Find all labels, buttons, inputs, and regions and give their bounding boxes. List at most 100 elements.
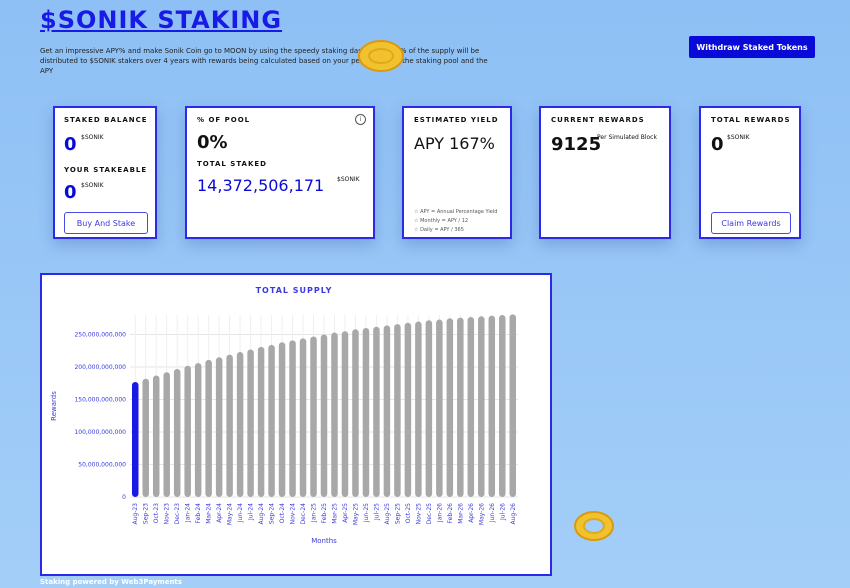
bar[interactable] bbox=[226, 354, 233, 497]
y-tick-label: 150,000,000,000 bbox=[74, 397, 126, 404]
bar[interactable] bbox=[289, 340, 296, 497]
staked-balance-card: STAKED BALANCE 0 $SONIK YOUR STAKEABLE 0… bbox=[53, 106, 157, 239]
pool-label: % OF POOL bbox=[197, 116, 251, 124]
apy-value: APY 167% bbox=[414, 134, 495, 153]
current-rewards-label: CURRENT REWARDS bbox=[551, 116, 645, 124]
your-stakeable-label: YOUR STAKEABLE bbox=[64, 166, 148, 174]
x-tick-label: Dec-24 bbox=[300, 503, 307, 525]
bar[interactable] bbox=[383, 325, 391, 497]
your-stakeable-unit: $SONIK bbox=[81, 182, 104, 189]
x-tick-label: Jul-24 bbox=[248, 503, 255, 521]
total-rewards-unit: $SONIK bbox=[727, 134, 750, 141]
bar[interactable] bbox=[268, 344, 275, 497]
bar[interactable] bbox=[457, 317, 464, 497]
chart-title: TOTAL SUPPLY bbox=[256, 286, 333, 295]
bar[interactable] bbox=[194, 363, 202, 497]
total-rewards-card: TOTAL REWARDS 0 $SONIK Claim Rewards bbox=[699, 106, 801, 239]
total-rewards-value: 0 bbox=[711, 134, 724, 155]
footer-credit: Staking powered by Web3Payments bbox=[40, 578, 182, 586]
bar[interactable] bbox=[142, 378, 149, 497]
x-tick-label: Apr-25 bbox=[342, 503, 349, 523]
x-tick-label: Aug-26 bbox=[510, 503, 517, 525]
x-tick-label: Oct-23 bbox=[153, 503, 160, 523]
bar[interactable] bbox=[425, 320, 433, 497]
x-tick-label: Oct-24 bbox=[279, 503, 286, 523]
x-tick-label: Sep-24 bbox=[269, 503, 276, 524]
bar[interactable] bbox=[478, 316, 485, 497]
bar[interactable] bbox=[509, 314, 517, 497]
bar[interactable] bbox=[278, 342, 286, 497]
x-tick-label: Sep-23 bbox=[143, 503, 150, 524]
y-tick-label: 200,000,000,000 bbox=[74, 364, 126, 371]
bar[interactable] bbox=[362, 328, 370, 497]
bar[interactable] bbox=[205, 359, 212, 497]
x-tick-label: Nov-24 bbox=[290, 503, 297, 525]
coin-icon bbox=[358, 40, 404, 72]
bar[interactable] bbox=[184, 365, 191, 497]
y-axis-label: Rewards bbox=[50, 391, 58, 421]
x-tick-label: Jun-24 bbox=[237, 503, 244, 523]
bar[interactable] bbox=[152, 375, 160, 497]
staked-balance-label: STAKED BALANCE bbox=[64, 116, 148, 124]
total-rewards-label: TOTAL REWARDS bbox=[711, 116, 791, 124]
total-staked-value: 14,372,506,171 bbox=[197, 176, 325, 195]
bar[interactable] bbox=[352, 329, 359, 497]
yield-note-apy: ☆ APY = Annual Percentage Yield bbox=[414, 209, 498, 215]
bar[interactable] bbox=[247, 349, 254, 497]
bar[interactable] bbox=[320, 334, 328, 498]
bar[interactable] bbox=[257, 346, 265, 497]
x-tick-label: Jan-26 bbox=[436, 503, 443, 523]
total-staked-unit: $SONIK bbox=[337, 176, 360, 183]
bar[interactable] bbox=[173, 368, 181, 497]
yield-note-monthly: ☆ Monthly = APY / 12 bbox=[414, 218, 469, 224]
bar[interactable] bbox=[331, 332, 338, 497]
bar[interactable] bbox=[499, 315, 506, 497]
x-tick-label: May-25 bbox=[352, 503, 359, 525]
buy-and-stake-button[interactable]: Buy And Stake bbox=[64, 212, 148, 234]
x-tick-label: May-26 bbox=[478, 503, 485, 525]
bar[interactable] bbox=[215, 357, 223, 497]
staked-balance-unit: $SONIK bbox=[81, 134, 104, 141]
x-tick-label: Apr-24 bbox=[216, 503, 223, 523]
your-stakeable-value: 0 bbox=[64, 182, 77, 203]
x-tick-label: Mar-24 bbox=[206, 503, 213, 524]
x-tick-label: Dec-23 bbox=[174, 503, 181, 525]
current-rewards-unit: Per Simulated Block bbox=[597, 134, 657, 141]
x-tick-label: Aug-24 bbox=[258, 503, 265, 525]
total-supply-chart: TOTAL SUPPLY 0 50,000,000,000 100,000,000,0… bbox=[40, 273, 552, 576]
info-icon[interactable]: i bbox=[355, 114, 366, 125]
x-tick-label: Jul-26 bbox=[499, 503, 506, 521]
bar[interactable] bbox=[341, 331, 349, 497]
bar[interactable] bbox=[446, 318, 454, 497]
x-tick-label: Jun-25 bbox=[363, 503, 370, 523]
bar[interactable] bbox=[467, 316, 475, 497]
bar[interactable] bbox=[394, 324, 401, 497]
x-tick-label: Mar-25 bbox=[331, 503, 338, 524]
bar[interactable] bbox=[310, 336, 317, 497]
y-tick-label: 100,000,000,000 bbox=[74, 429, 126, 436]
x-tick-label: Jul-25 bbox=[373, 503, 380, 521]
staked-balance-value: 0 bbox=[64, 134, 77, 155]
bar[interactable] bbox=[373, 326, 380, 497]
x-tick-label: Oct-25 bbox=[405, 503, 412, 523]
bar[interactable] bbox=[415, 321, 422, 498]
claim-rewards-button[interactable]: Claim Rewards bbox=[711, 212, 791, 234]
yield-notes: ☆ APY = Annual Percentage Yield ☆ Monthl… bbox=[414, 208, 497, 235]
bar[interactable] bbox=[299, 338, 307, 497]
bar[interactable] bbox=[436, 319, 443, 497]
x-tick-label: Jun-26 bbox=[489, 503, 496, 523]
bar[interactable] bbox=[404, 322, 412, 497]
bar[interactable] bbox=[236, 352, 244, 497]
coin-ring-icon bbox=[574, 511, 614, 541]
bar[interactable] bbox=[488, 315, 496, 497]
y-tick-label: 0 bbox=[122, 494, 126, 501]
bar[interactable] bbox=[163, 372, 170, 497]
bar[interactable] bbox=[131, 381, 139, 497]
x-tick-label: Nov-23 bbox=[164, 503, 171, 525]
total-supply-chart-svg: TOTAL SUPPLY 0 50,000,000,000 100,000,000,0… bbox=[50, 286, 518, 545]
withdraw-staked-tokens-button[interactable]: Withdraw Staked Tokens bbox=[689, 36, 815, 58]
x-tick-label: May-24 bbox=[227, 503, 234, 525]
x-axis-label: Months bbox=[311, 537, 337, 545]
x-tick-label: Jan-24 bbox=[185, 503, 192, 523]
total-staked-label: TOTAL STAKED bbox=[197, 160, 267, 168]
